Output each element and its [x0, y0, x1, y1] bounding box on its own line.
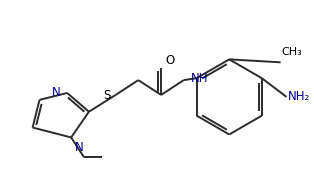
Text: NH₂: NH₂	[288, 90, 310, 103]
Text: N: N	[51, 86, 60, 100]
Text: CH₃: CH₃	[282, 47, 302, 57]
Text: N: N	[75, 141, 84, 154]
Text: NH: NH	[191, 72, 208, 85]
Text: S: S	[103, 90, 111, 102]
Text: O: O	[165, 54, 174, 67]
